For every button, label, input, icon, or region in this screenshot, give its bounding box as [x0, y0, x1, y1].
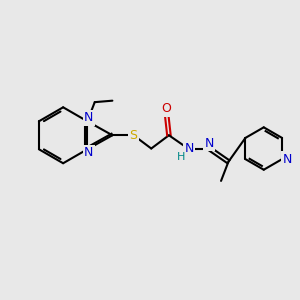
Text: N: N — [205, 137, 214, 150]
Text: O: O — [162, 102, 172, 115]
Text: S: S — [130, 129, 138, 142]
Text: N: N — [184, 142, 194, 155]
Text: N: N — [84, 111, 94, 124]
Text: H: H — [176, 152, 185, 162]
Text: N: N — [283, 153, 292, 166]
Text: N: N — [84, 146, 94, 159]
